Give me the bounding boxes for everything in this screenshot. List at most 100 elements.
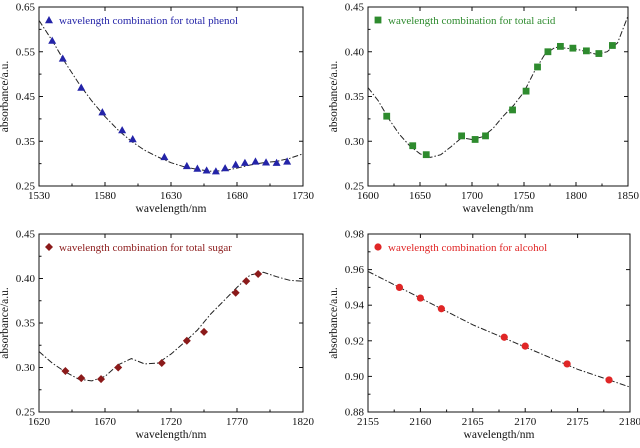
y-tick-label: 0.88 <box>345 407 365 419</box>
x-tick-label: 1620 <box>28 416 51 428</box>
y-tick-label: 0.35 <box>16 136 36 148</box>
fit-curve <box>367 15 629 158</box>
x-tick-label: 1720 <box>160 416 183 428</box>
y-tick-label: 0.92 <box>345 335 364 347</box>
data-point <box>569 44 577 52</box>
data-point <box>272 158 281 166</box>
data-point <box>471 136 479 143</box>
data-point <box>182 161 191 170</box>
data-point <box>437 305 445 313</box>
data-point <box>242 277 251 286</box>
data-point <box>557 42 564 50</box>
y-tick-label: 0.55 <box>16 46 36 58</box>
x-tick-label: 1680 <box>226 190 249 202</box>
y-tick-label: 0.96 <box>345 264 365 276</box>
y-tick-label: 0.45 <box>16 91 36 103</box>
data-point <box>221 164 230 172</box>
x-tick-label: 1580 <box>94 190 117 202</box>
data-point <box>160 152 169 161</box>
plot-frame <box>367 6 629 187</box>
y-axis-label: absorbance/a.u. <box>328 61 340 133</box>
x-tick-label: 1670 <box>94 416 117 428</box>
x-tick-label: 1530 <box>28 190 51 202</box>
x-tick-label: 2160 <box>409 416 432 428</box>
legend-label: wavelength combination for total phenol <box>59 15 238 27</box>
data-point <box>605 376 613 384</box>
data-point <box>422 151 430 159</box>
legend-marker <box>374 243 382 251</box>
x-tick-label: 1800 <box>565 190 588 202</box>
y-axis-label: absorbance/a.u. <box>0 287 11 359</box>
data-point <box>98 108 107 116</box>
y-tick-label: 0.40 <box>16 273 36 285</box>
data-point <box>118 126 127 134</box>
x-axis-label: wavelength/nm <box>464 429 535 441</box>
data-point <box>254 270 263 279</box>
y-tick-label: 0.98 <box>345 229 365 241</box>
fit-curve <box>367 270 631 388</box>
x-tick-label: 1850 <box>617 190 640 202</box>
data-point <box>383 112 391 120</box>
data-point <box>595 50 603 57</box>
data-point <box>544 48 552 56</box>
x-tick-label: 2165 <box>462 416 485 428</box>
data-point <box>77 83 86 91</box>
x-tick-label: 2180 <box>619 416 640 428</box>
data-point <box>58 54 67 62</box>
data-point <box>193 164 202 172</box>
chart-panel-bottom-left: 1620 1670 1720 1770 1820 0.25 0.30 0.35 0.40 0.45… <box>0 229 315 442</box>
data-point <box>128 135 137 143</box>
y-tick-label: 0.40 <box>345 46 365 58</box>
x-tick-label: 1820 <box>292 416 315 428</box>
x-tick-label: 1730 <box>292 190 315 202</box>
data-point <box>522 87 530 95</box>
data-point <box>409 142 417 150</box>
data-point <box>77 374 86 383</box>
y-axis-label: absorbance/a.u. <box>328 287 340 359</box>
data-point <box>509 106 516 114</box>
data-point <box>48 36 57 44</box>
data-point <box>458 132 465 140</box>
x-axis-label: wavelength/nm <box>136 429 207 441</box>
data-point <box>211 167 220 175</box>
y-axis-label: absorbance/a.u. <box>0 61 11 133</box>
data-point <box>251 157 260 165</box>
chart-panel-top-left: 1530 1580 1630 1680 1730 0.25 0.35 0.45 0.55 0.65… <box>0 2 315 216</box>
plot-frame <box>38 233 304 413</box>
x-tick-label: 1750 <box>513 190 536 202</box>
data-point <box>500 333 508 341</box>
data-point <box>231 160 240 168</box>
data-point <box>521 342 529 350</box>
y-tick-label: 0.30 <box>345 136 365 148</box>
x-tick-label: 1630 <box>160 190 183 202</box>
y-tick-label: 0.45 <box>16 229 36 241</box>
data-point <box>534 63 541 71</box>
chart-panel-bottom-right: 2155 2160 2165 2170 2175 2180 0.88 0.90 0.92 0.94… <box>328 229 640 442</box>
data-point <box>283 157 292 165</box>
x-axis-label: wavelength/nm <box>136 203 207 215</box>
data-point <box>157 359 166 368</box>
legend-label: wavelength combination for alcohol <box>388 242 547 254</box>
data-point <box>262 158 271 166</box>
y-tick-label: 0.45 <box>345 2 365 14</box>
y-tick-label: 0.65 <box>16 2 36 14</box>
legend-marker <box>45 16 53 24</box>
x-tick-label: 1600 <box>357 190 380 202</box>
data-point <box>395 283 404 291</box>
legend-marker <box>45 243 53 251</box>
data-point <box>609 42 616 49</box>
x-tick-label: 1770 <box>226 416 249 428</box>
fit-curve <box>38 271 304 382</box>
data-point <box>563 360 571 368</box>
data-point <box>182 336 191 345</box>
y-tick-label: 0.25 <box>16 407 36 419</box>
legend-label: wavelength combination for total acid <box>388 15 556 27</box>
data-point <box>482 132 489 140</box>
y-tick-label: 0.35 <box>16 318 36 330</box>
data-point <box>202 166 211 174</box>
y-tick-label: 0.25 <box>345 181 365 193</box>
plot-frame <box>367 233 631 413</box>
data-point <box>231 288 240 297</box>
data-point <box>416 294 424 302</box>
